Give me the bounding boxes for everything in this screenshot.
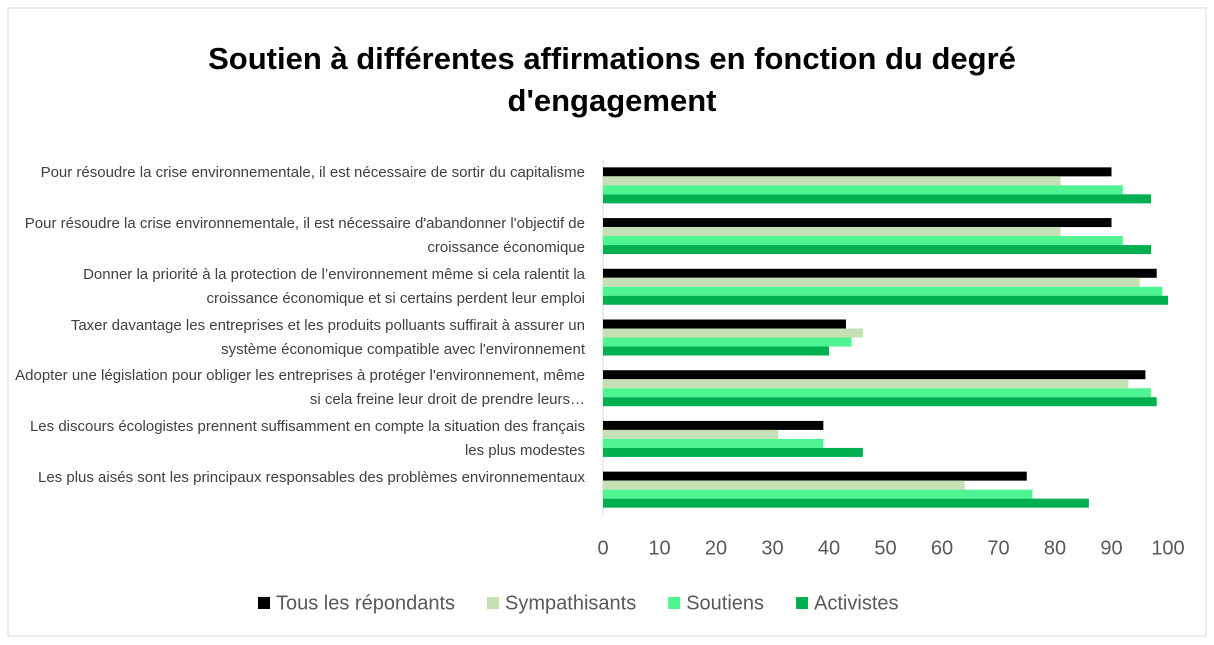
bar: [603, 370, 1146, 380]
x-tick-label: 80: [1044, 537, 1066, 559]
legend-swatch: [668, 597, 681, 609]
border: [7, 7, 1207, 637]
bar: [603, 498, 1089, 508]
bar: [603, 218, 1112, 228]
bar: [603, 236, 1123, 246]
bar: [603, 176, 1061, 186]
legend-swatch: [258, 597, 270, 609]
bar: [603, 420, 824, 430]
bar: [603, 227, 1061, 237]
bar: [603, 379, 1129, 389]
bar: [603, 438, 824, 448]
legend-label: Soutiens: [686, 592, 764, 614]
legend-label: Activistes: [814, 592, 898, 614]
x-tick-label: 90: [1100, 537, 1122, 559]
x-tick-label: 60: [931, 537, 953, 559]
category-label: Les plus aisés sont les principaux respo…: [38, 468, 585, 486]
category-label: Adopter une législation pour obliger les…: [15, 367, 585, 409]
bar: [603, 328, 863, 338]
bar: [603, 337, 852, 347]
legend-label: Sympathisants: [505, 592, 636, 614]
bar: [603, 167, 1112, 177]
x-tick-label: 30: [761, 537, 783, 559]
x-tick-label: 20: [705, 537, 727, 559]
legend-swatch: [796, 597, 809, 609]
bar: [603, 471, 1027, 481]
bar: [603, 319, 846, 329]
bar: [603, 489, 1033, 499]
category-label: Pour résoudre la crise environnementale,…: [24, 215, 585, 257]
chart-title: Soutien à différentes affirmations en fo…: [208, 41, 1016, 118]
bar: [603, 286, 1163, 296]
bar: [603, 245, 1152, 255]
bar: [603, 277, 1140, 287]
bar: [603, 480, 965, 490]
bar: [603, 185, 1123, 195]
category-label: Taxer davantage les entreprises et les p…: [70, 316, 585, 358]
category-label: Les discours écologistes prennent suffis…: [29, 417, 585, 459]
legend-label: Tous les répondants: [276, 592, 455, 614]
x-tick-label: 70: [987, 537, 1009, 559]
bar: [603, 397, 1157, 407]
bar: [603, 388, 1152, 398]
bar: [603, 194, 1152, 204]
x-tick-label: 0: [597, 537, 608, 559]
bar: [603, 429, 779, 439]
bar: [603, 447, 863, 457]
category-label: Pour résoudre la crise environnementale,…: [40, 164, 585, 182]
category-label: Donner la priorité à la protection de l’…: [83, 265, 585, 307]
bar: [603, 346, 829, 356]
bar: [603, 295, 1168, 305]
x-tick-label: 40: [818, 537, 840, 559]
bar: [603, 268, 1157, 278]
x-tick-label: 10: [648, 537, 670, 559]
x-tick-label: 100: [1151, 537, 1184, 559]
legend-swatch: [487, 597, 500, 609]
x-tick-label: 50: [874, 537, 896, 559]
